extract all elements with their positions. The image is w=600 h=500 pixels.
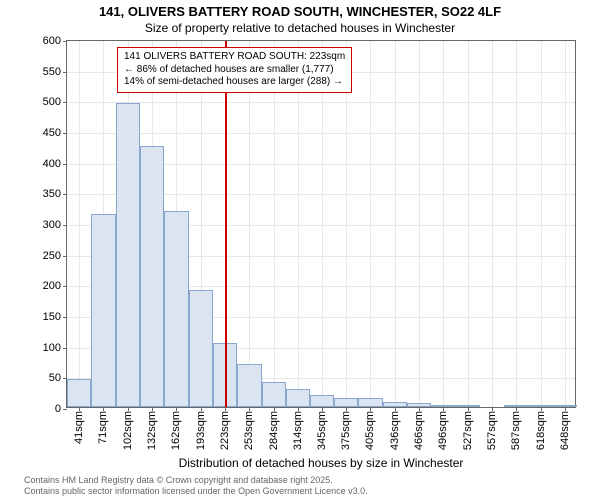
histogram-bar	[383, 402, 407, 407]
y-tick-label: 0	[55, 403, 61, 415]
gridline-vertical	[274, 41, 275, 407]
histogram-bar	[262, 382, 286, 407]
x-tick-label: 436sqm	[389, 411, 401, 450]
chart-title-main: 141, OLIVERS BATTERY ROAD SOUTH, WINCHES…	[0, 4, 600, 19]
histogram-bar	[529, 405, 553, 407]
y-tick-label: 200	[43, 280, 61, 292]
histogram-bar	[358, 398, 383, 407]
histogram-bar	[286, 389, 311, 407]
footer-line2: Contains public sector information licen…	[24, 486, 368, 497]
gridline-vertical	[298, 41, 299, 407]
gridline-vertical	[443, 41, 444, 407]
gridline-vertical	[395, 41, 396, 407]
gridline-vertical	[346, 41, 347, 407]
x-tick-label: 375sqm	[340, 411, 352, 450]
x-tick-label: 253sqm	[243, 411, 255, 450]
histogram-bar	[140, 146, 164, 407]
histogram-bar	[91, 214, 116, 407]
gridline-vertical	[322, 41, 323, 407]
x-tick-label: 466sqm	[413, 411, 425, 450]
footer-line1: Contains HM Land Registry data © Crown c…	[24, 475, 368, 486]
histogram-bar	[67, 379, 91, 407]
histogram-bar	[237, 364, 262, 407]
gridline-vertical	[79, 41, 80, 407]
x-tick-label: 193sqm	[195, 411, 207, 450]
y-tick-label: 300	[43, 219, 61, 231]
y-tick-label: 100	[43, 342, 61, 354]
y-tick-label: 150	[43, 311, 61, 323]
x-tick-label: 557sqm	[486, 411, 498, 450]
histogram-bar	[189, 290, 213, 407]
y-tick-label: 500	[43, 96, 61, 108]
x-axis-label: Distribution of detached houses by size …	[66, 456, 576, 470]
gridline-vertical	[370, 41, 371, 407]
property-size-histogram: 141, OLIVERS BATTERY ROAD SOUTH, WINCHES…	[0, 0, 600, 500]
y-tick-label: 250	[43, 250, 61, 262]
annotation-line3: 14% of semi-detached houses are larger (…	[124, 76, 345, 89]
gridline-vertical	[249, 41, 250, 407]
x-tick-label: 284sqm	[268, 411, 280, 450]
x-tick-label: 162sqm	[170, 411, 182, 450]
annotation-box: 141 OLIVERS BATTERY ROAD SOUTH: 223sqm ←…	[117, 47, 352, 93]
annotation-line2: ← 86% of detached houses are smaller (1,…	[124, 64, 345, 77]
chart-footer: Contains HM Land Registry data © Crown c…	[24, 475, 368, 497]
x-tick-label: 314sqm	[292, 411, 304, 450]
x-tick-label: 71sqm	[97, 411, 109, 444]
x-tick-label: 527sqm	[462, 411, 474, 450]
y-tick-label: 550	[43, 66, 61, 78]
y-tick-label: 600	[43, 35, 61, 47]
x-tick-label: 345sqm	[316, 411, 328, 450]
histogram-bar	[310, 395, 334, 407]
x-tick-label: 41sqm	[73, 411, 85, 444]
x-tick-label: 405sqm	[364, 411, 376, 450]
x-tick-label: 132sqm	[146, 411, 158, 450]
gridline-vertical	[492, 41, 493, 407]
reference-line	[225, 41, 227, 407]
x-tick-label: 102sqm	[122, 411, 134, 450]
histogram-bar	[116, 103, 140, 407]
x-tick-label: 648sqm	[559, 411, 571, 450]
histogram-bar	[334, 398, 358, 407]
gridline-vertical	[419, 41, 420, 407]
histogram-bar	[431, 405, 456, 407]
annotation-line1: 141 OLIVERS BATTERY ROAD SOUTH: 223sqm	[124, 51, 345, 64]
x-tick-label: 223sqm	[219, 411, 231, 450]
histogram-bar	[553, 405, 577, 407]
chart-title-sub: Size of property relative to detached ho…	[0, 21, 600, 35]
x-tick-label: 496sqm	[437, 411, 449, 450]
gridline-vertical	[565, 41, 566, 407]
histogram-bar	[504, 405, 529, 407]
x-tick-label: 587sqm	[510, 411, 522, 450]
gridline-vertical	[516, 41, 517, 407]
histogram-bar	[407, 403, 431, 407]
y-tick-label: 50	[49, 372, 61, 384]
y-tick-label: 450	[43, 127, 61, 139]
x-tick-label: 618sqm	[535, 411, 547, 450]
plot-area: 05010015020025030035040045050055060041sq…	[66, 40, 576, 408]
gridline-horizontal	[67, 102, 575, 103]
y-tick-label: 350	[43, 188, 61, 200]
gridline-vertical	[468, 41, 469, 407]
histogram-bar	[456, 405, 480, 407]
gridline-horizontal	[67, 133, 575, 134]
histogram-bar	[164, 211, 189, 407]
y-tick-label: 400	[43, 158, 61, 170]
gridline-vertical	[541, 41, 542, 407]
